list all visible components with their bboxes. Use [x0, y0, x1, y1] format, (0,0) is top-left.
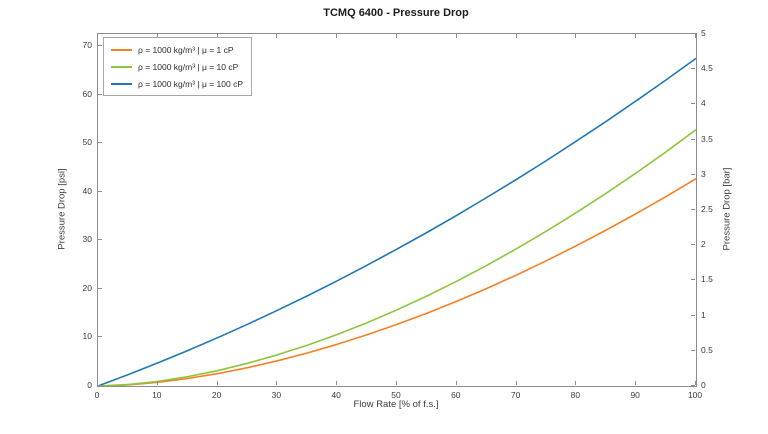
y-right-tick-mark: [691, 173, 695, 175]
y-right-axis-label: Pressure Drop [bar]: [721, 167, 733, 251]
y-left-tick-label: 40: [82, 185, 92, 196]
x-tick-mark: [635, 381, 637, 385]
x-tick-mark-top: [515, 34, 517, 38]
x-tick-mark: [216, 381, 218, 385]
x-tick-mark-top: [156, 34, 158, 38]
x-tick-mark-top: [336, 34, 338, 38]
y-right-tick-label: 0: [701, 380, 706, 390]
legend-label: ρ = 1000 kg/m³ | μ = 1 cP: [138, 44, 234, 55]
x-tick-label: 100: [687, 390, 703, 400]
x-tick-label: 40: [331, 390, 341, 400]
x-tick-mark-top: [455, 34, 457, 38]
x-tick-mark: [575, 381, 577, 385]
y-left-tick-mark: [98, 142, 102, 144]
y-right-tick-label: 1: [701, 309, 706, 320]
y-left-tick-label: 60: [82, 88, 92, 99]
y-left-tick-label: 50: [82, 137, 92, 148]
x-tick-label: 0: [94, 390, 100, 400]
y-left-tick-mark: [98, 190, 102, 192]
x-tick-label: 60: [451, 390, 461, 400]
y-left-axis-label: Pressure Drop [psi]: [56, 168, 68, 250]
y-right-tick-label: 4.5: [701, 63, 713, 74]
legend-entry-1: ρ = 1000 kg/m³ | μ = 10 cP: [111, 58, 243, 75]
plot-area: ρ = 1000 kg/m³ | μ = 1 cP ρ = 1000 kg/m³ …: [97, 33, 697, 387]
y-right-tick-mark: [691, 385, 695, 386]
y-right-tick-label: 2.5: [701, 204, 713, 214]
y-right-tick-label: 2: [701, 239, 706, 250]
y-right-tick-mark: [691, 68, 695, 70]
x-axis-label: Flow Rate [% of f.s.]: [353, 399, 439, 410]
x-tick-mark: [515, 381, 517, 385]
y-left-tick-label: 20: [82, 282, 92, 293]
legend-label: ρ = 1000 kg/m³ | μ = 100 cP: [138, 78, 244, 89]
series-line-2: [98, 57, 696, 386]
y-right-tick-label: 1.5: [701, 274, 713, 285]
x-tick-label: 80: [570, 390, 581, 400]
legend-line-swatch: [111, 82, 132, 85]
y-right-tick-mark: [691, 33, 695, 34]
legend-line-swatch: [111, 65, 132, 68]
x-tick-mark: [695, 381, 696, 385]
y-left-tick-mark: [98, 385, 102, 386]
x-tick-label: 50: [391, 390, 401, 400]
y-right-tick-label: 4: [701, 98, 706, 109]
x-tick-label: 20: [211, 390, 222, 400]
curves-svg: [98, 57, 696, 386]
y-right-tick-label: 5: [701, 28, 706, 38]
x-tick-mark-top: [695, 34, 696, 38]
y-left-tick-mark: [98, 336, 102, 338]
y-right-tick-mark: [691, 279, 695, 281]
y-left-tick-mark: [98, 239, 102, 241]
y-right-tick-mark: [691, 103, 695, 105]
y-right-tick-label: 3.5: [701, 133, 713, 144]
legend-entry-2: ρ = 1000 kg/m³ | μ = 100 cP: [111, 75, 243, 92]
y-right-tick-mark: [691, 209, 695, 210]
x-tick-mark: [97, 381, 98, 385]
x-tick-mark: [455, 381, 457, 385]
y-left-tick-mark: [98, 45, 102, 47]
y-right-tick-mark: [691, 138, 695, 140]
series-line-1: [98, 129, 696, 386]
x-tick-mark: [156, 381, 158, 385]
y-right-tick-mark: [691, 314, 695, 316]
legend-label: ρ = 1000 kg/m³ | μ = 10 cP: [138, 61, 239, 72]
x-tick-mark-top: [396, 34, 397, 38]
y-left-tick-label: 0: [87, 380, 92, 390]
y-right-tick-mark: [691, 349, 695, 351]
x-tick-mark-top: [276, 34, 278, 38]
legend-entry-0: ρ = 1000 kg/m³ | μ = 1 cP: [111, 41, 243, 58]
x-tick-label: 10: [152, 390, 162, 400]
chart-title: TCMQ 6400 - Pressure Drop: [323, 7, 469, 19]
x-tick-mark: [276, 381, 278, 385]
x-tick-mark-top: [216, 34, 218, 38]
x-tick-label: 90: [630, 390, 640, 400]
y-left-tick-mark: [98, 93, 102, 95]
y-left-tick-label: 30: [82, 234, 92, 245]
y-left-tick-mark: [98, 287, 102, 289]
y-right-tick-label: 0.5: [701, 344, 713, 355]
x-tick-label: 70: [510, 390, 521, 400]
y-left-tick-label: 10: [82, 331, 92, 342]
x-tick-mark-top: [635, 34, 637, 38]
x-tick-mark-top: [97, 34, 98, 38]
y-left-tick-label: 70: [82, 40, 92, 51]
x-tick-mark: [336, 381, 338, 385]
y-right-tick-mark: [691, 244, 695, 246]
x-tick-label: 30: [271, 390, 282, 400]
x-tick-mark: [396, 381, 397, 385]
series-line-0: [98, 178, 696, 386]
legend-line-swatch: [111, 48, 132, 51]
legend: ρ = 1000 kg/m³ | μ = 1 cP ρ = 1000 kg/m³ …: [103, 37, 253, 96]
x-tick-mark-top: [575, 34, 577, 38]
y-right-tick-label: 3: [701, 168, 706, 179]
